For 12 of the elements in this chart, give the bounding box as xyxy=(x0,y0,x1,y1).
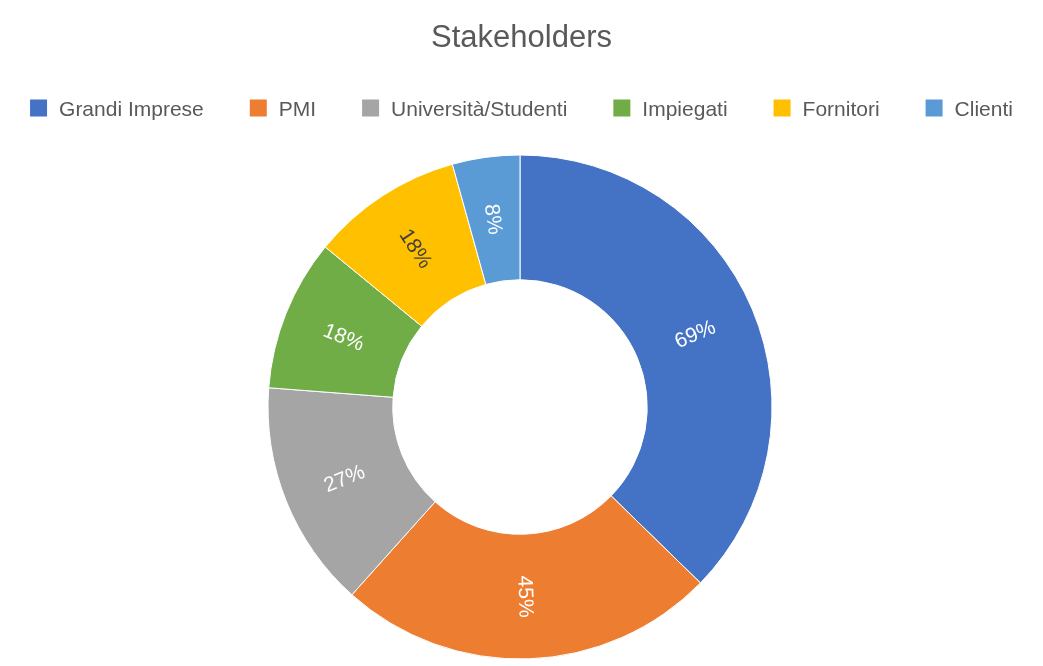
legend-label: Fornitori xyxy=(802,96,880,120)
legend-label: Grandi Imprese xyxy=(59,96,204,120)
data-label: 69% xyxy=(670,314,719,353)
chart-title: Stakeholders xyxy=(431,19,612,54)
data-label: 8% xyxy=(480,202,508,236)
legend-label: PMI xyxy=(278,96,317,120)
data-label: 45% xyxy=(514,575,539,618)
legend-label: Impiegati xyxy=(642,96,728,120)
data-label: 18% xyxy=(320,317,368,355)
legend-label: Università/Studenti xyxy=(391,96,568,120)
data-label: 27% xyxy=(320,459,368,497)
legend-label: Clienti xyxy=(954,96,1013,120)
